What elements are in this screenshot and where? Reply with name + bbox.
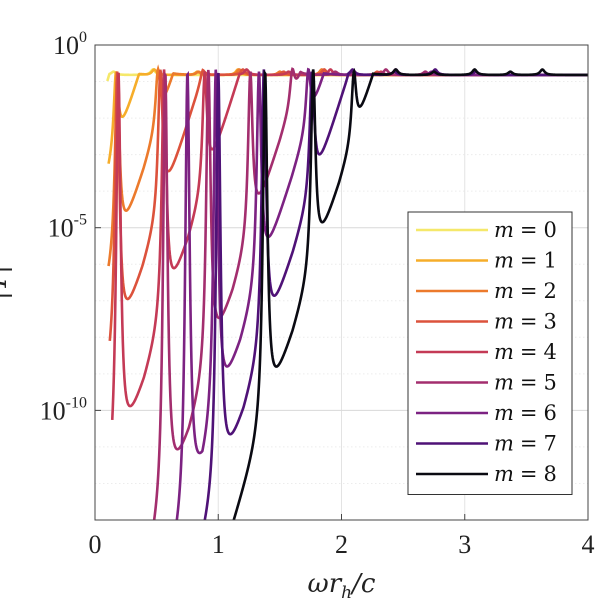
legend-label-m1: m = 1 bbox=[494, 249, 557, 273]
legend-label-m4: m = 4 bbox=[494, 340, 557, 364]
legend-label-m0: m = 0 bbox=[494, 218, 557, 242]
axis-ticks: 0 1 2 3 4 100 10-5 10-10 bbox=[40, 29, 595, 559]
legend-label-m6: m = 6 bbox=[494, 401, 557, 425]
legend: m = 0 m = 1 m = 2 m = 3 m = 4 m = 5 m = 6 m = 7 m = 8 bbox=[407, 211, 573, 495]
y-tick-label: 10-10 bbox=[40, 394, 87, 425]
y-tick-label: 10-5 bbox=[48, 212, 87, 243]
x-tick-label: 2 bbox=[335, 530, 348, 559]
legend-label-m2: m = 2 bbox=[494, 279, 557, 303]
series-line-m8 bbox=[232, 67, 588, 520]
y-axis-label: |T| bbox=[0, 265, 13, 300]
legend-label-m7: m = 7 bbox=[494, 432, 557, 456]
legend-label-m3: m = 3 bbox=[494, 310, 557, 334]
legend-label-m5: m = 5 bbox=[494, 371, 557, 395]
y-tick-label: 100 bbox=[53, 29, 87, 60]
x-tick-label: 0 bbox=[89, 530, 102, 559]
plot-lines bbox=[106, 64, 588, 520]
x-axis-label: ωrh/c bbox=[308, 569, 376, 603]
x-tick-label: 3 bbox=[458, 530, 471, 559]
x-tick-label: 4 bbox=[582, 530, 595, 559]
legend-label-m8: m = 8 bbox=[494, 462, 557, 486]
x-tick-label: 1 bbox=[212, 530, 225, 559]
